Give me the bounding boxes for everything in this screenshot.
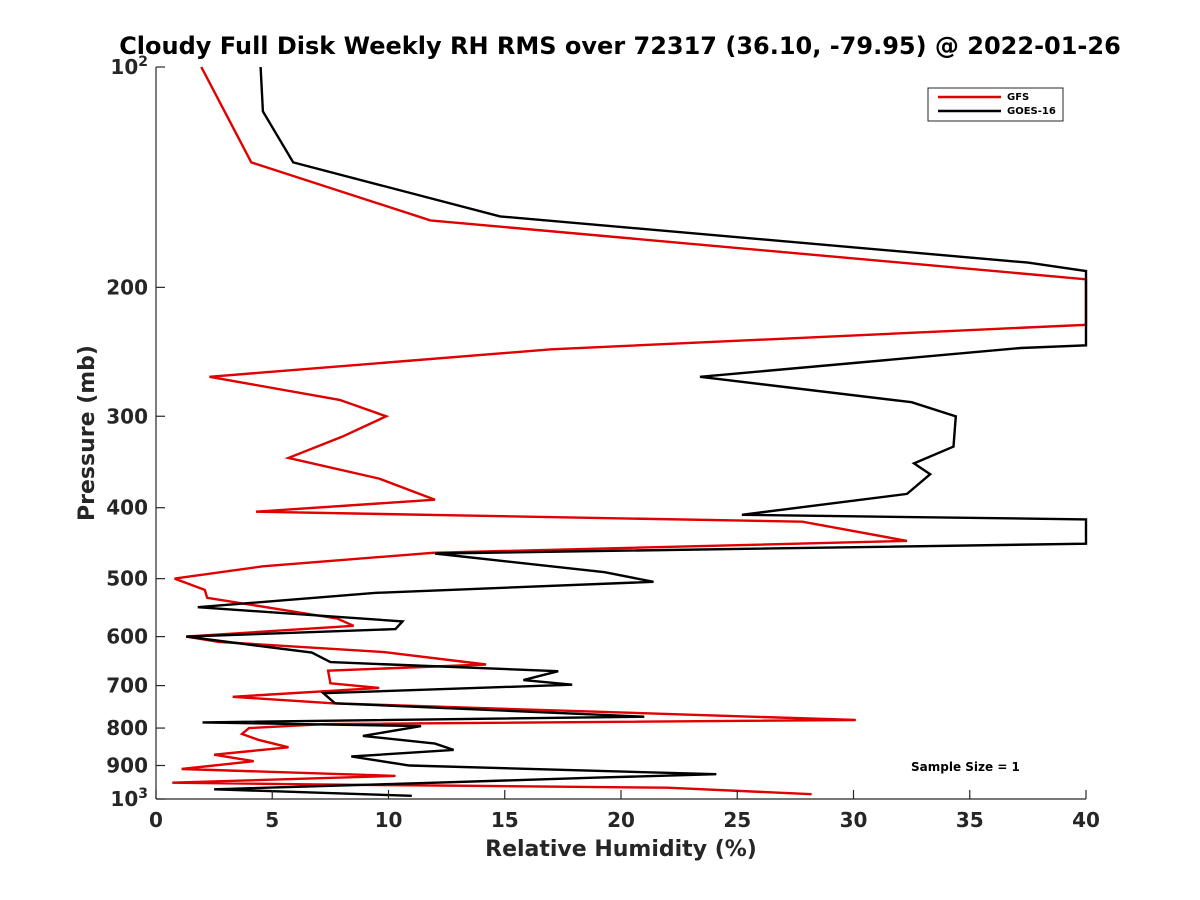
series-layer (172, 66, 1088, 797)
x-tick-label: 5 (265, 808, 279, 832)
series-line-gfs (172, 66, 1088, 796)
x-axis-label: Relative Humidity (%) (485, 837, 757, 862)
y-tick-label: 900 (106, 754, 148, 778)
y-tick-label: 400 (106, 496, 148, 520)
x-tick-label: 30 (840, 808, 868, 832)
plot-area (156, 67, 1086, 799)
series-line-goes16 (186, 66, 1088, 797)
y-tick-label: 300 (106, 404, 148, 428)
legend-label-goes16: GOES-16 (1007, 106, 1056, 117)
y-tick-label: 700 (106, 674, 148, 698)
x-tick-label: 10 (375, 808, 403, 832)
x-tick-label: 40 (1072, 808, 1100, 832)
legend-label-gfs: GFS (1007, 92, 1029, 103)
chart-title: Cloudy Full Disk Weekly RH RMS over 7231… (119, 32, 1121, 60)
sample-size-annotation: Sample Size = 1 (911, 760, 1020, 774)
y-tick-label: 102 (110, 54, 148, 79)
y-tick-label: 600 (106, 625, 148, 649)
y-tick-label: 500 (106, 567, 148, 591)
y-tick-label: 200 (106, 275, 148, 299)
legend: GFS GOES-16 (927, 87, 1064, 122)
y-tick-label: 103 (110, 786, 148, 811)
y-axis-label: Pressure (mb) (75, 345, 100, 521)
legend-box (927, 87, 1064, 122)
x-ticks: 0 5 10 15 20 25 30 35 40 (149, 790, 1100, 832)
x-tick-label: 20 (607, 808, 635, 832)
x-tick-label: 0 (149, 808, 163, 832)
x-tick-label: 35 (956, 808, 984, 832)
y-ticks: 102 200 300 400 500 600 700 800 900 103 (106, 54, 165, 811)
x-tick-label: 15 (491, 808, 519, 832)
y-tick-label: 800 (106, 716, 148, 740)
x-tick-label: 25 (723, 808, 751, 832)
